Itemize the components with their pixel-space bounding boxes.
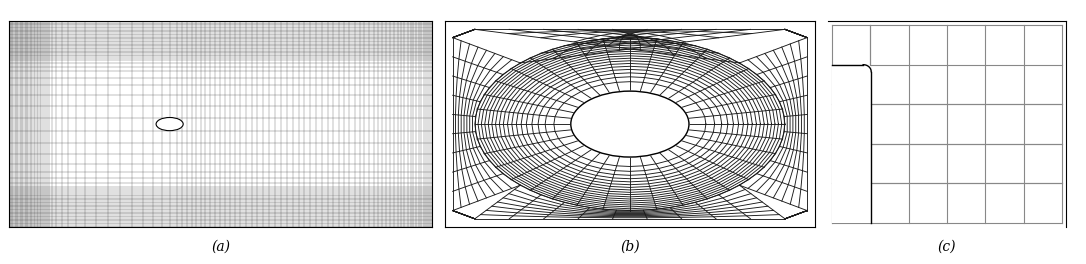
Text: (c): (c) bbox=[937, 239, 957, 253]
Polygon shape bbox=[832, 65, 871, 223]
Text: (b): (b) bbox=[620, 239, 640, 253]
Circle shape bbox=[156, 117, 184, 131]
Circle shape bbox=[571, 91, 689, 157]
Text: (a): (a) bbox=[211, 239, 230, 253]
